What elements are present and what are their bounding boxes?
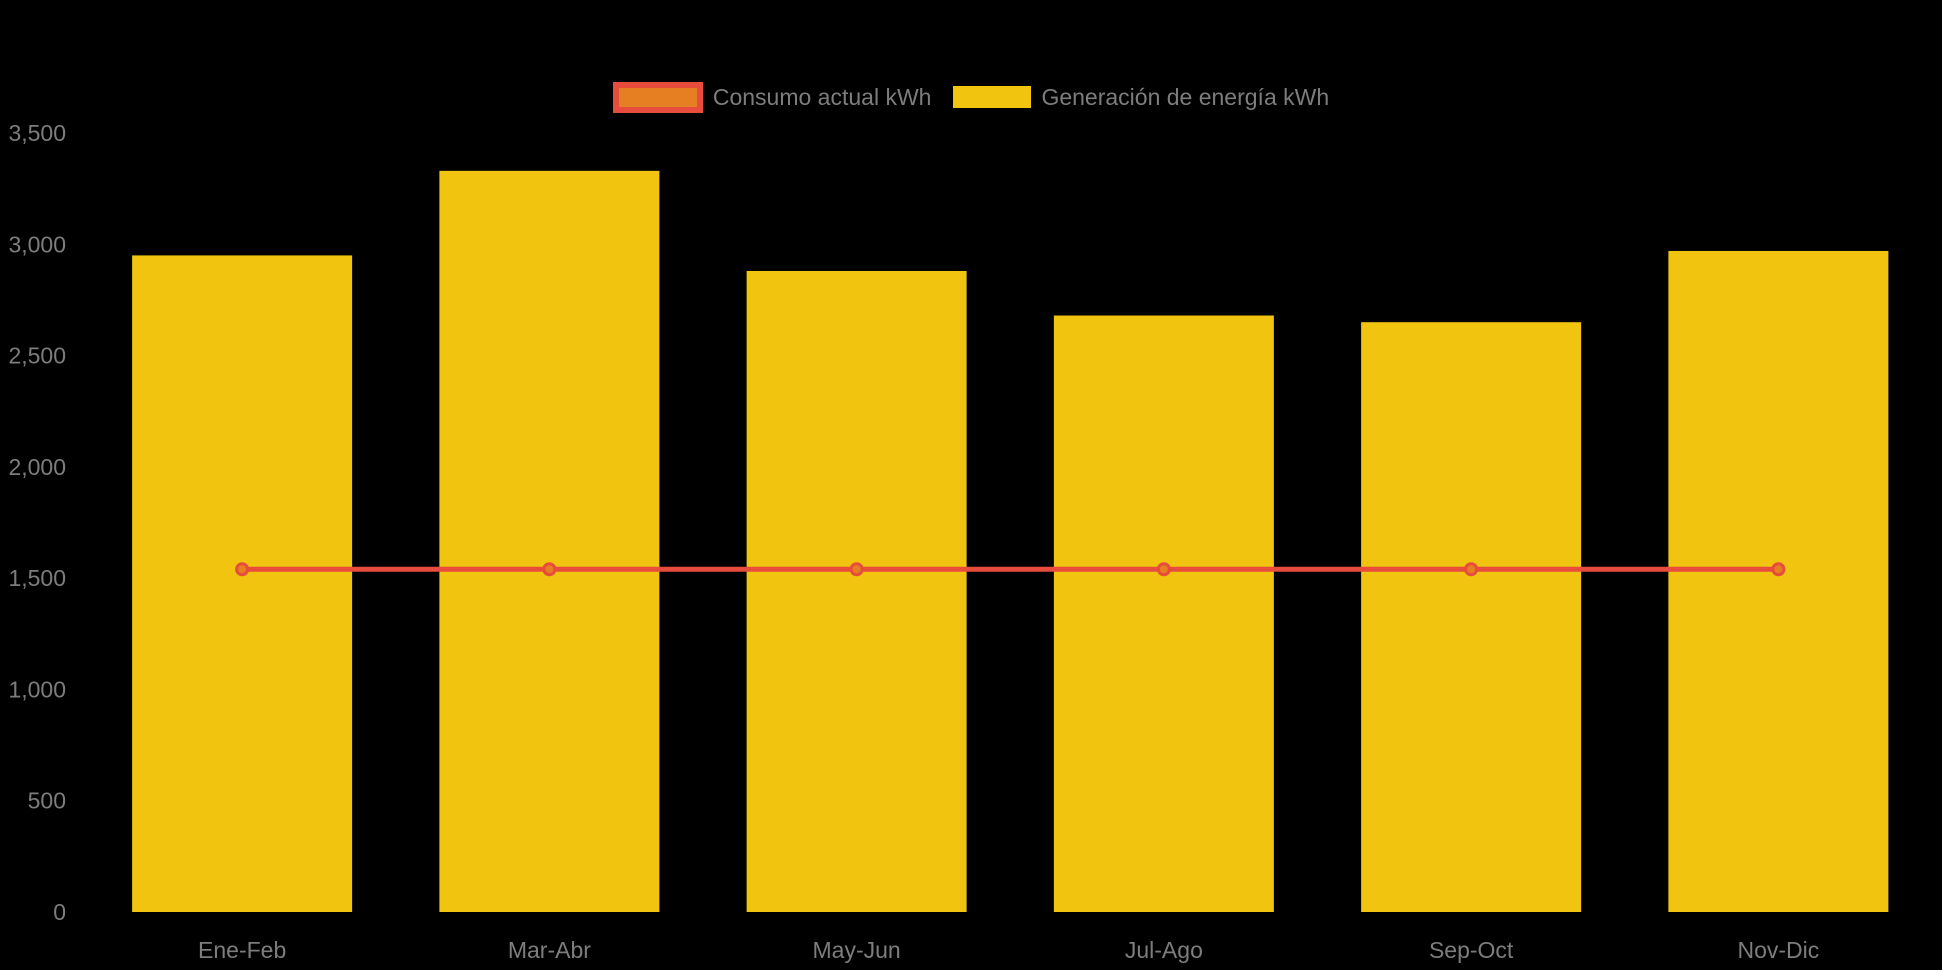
y-tick-label: 2,500 (8, 343, 66, 369)
x-tick-label: Jul-Ago (1125, 937, 1203, 963)
legend-label-consumo: Consumo actual kWh (712, 83, 932, 110)
x-tick-label: May-Jun (813, 937, 901, 963)
legend-label-generacion: Generación de energía kWh (1041, 83, 1330, 110)
y-tick-label: 3,000 (8, 231, 66, 257)
legend-item-generacion[interactable]: Generación de energía kWh (953, 84, 1329, 111)
consumo-marker-2 (849, 562, 864, 577)
consumo-marker-3 (1156, 562, 1171, 577)
bar-generacion-3 (1053, 315, 1274, 913)
bar-generacion-5 (1668, 250, 1889, 912)
bar-generacion-1 (439, 170, 660, 912)
bar-generacion-4 (1361, 322, 1582, 913)
legend-swatch-generacion-icon (953, 86, 1032, 108)
x-tick-label: Ene-Feb (198, 937, 286, 963)
y-tick-label: 1,000 (8, 676, 66, 702)
y-tick-label: 500 (28, 788, 66, 814)
legend-swatch-consumo-icon (612, 81, 703, 113)
y-tick-label: 0 (53, 899, 66, 925)
bar-generacion-2 (746, 270, 967, 913)
consumo-marker-5 (1771, 562, 1786, 577)
y-tick-label: 2,000 (8, 454, 66, 480)
x-tick-label: Sep-Oct (1429, 937, 1514, 963)
consumo-marker-4 (1464, 562, 1479, 577)
consumo-marker-1 (542, 562, 557, 577)
x-tick-label: Nov-Dic (1737, 937, 1819, 963)
legend-item-consumo[interactable]: Consumo actual kWh (612, 81, 932, 113)
consumo-marker-0 (235, 562, 250, 577)
bar-generacion-0 (132, 255, 353, 912)
x-tick-label: Mar-Abr (508, 937, 591, 963)
y-tick-label: 3,500 (8, 120, 66, 146)
chart-legend: Consumo actual kWh Generación de energía… (0, 80, 1942, 114)
y-tick-label: 1,500 (8, 565, 66, 591)
